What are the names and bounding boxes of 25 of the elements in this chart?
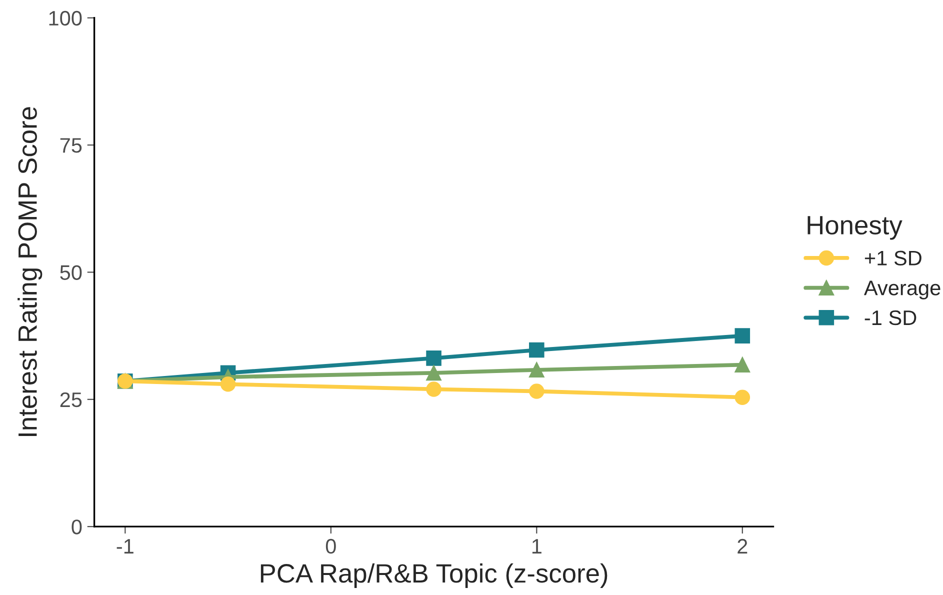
point	[734, 390, 750, 405]
point	[529, 362, 544, 378]
y-tick-label: 0	[72, 520, 82, 534]
point	[426, 365, 442, 381]
y-tick-label: 75	[60, 138, 82, 153]
x-tick-label: 0	[326, 538, 336, 554]
legend-label: +1 SD	[864, 250, 922, 266]
legend-title: Honesty	[808, 216, 902, 240]
x-axis-title: PCA Rap/R&B Topic (z-score)	[260, 563, 608, 588]
legend-label: Average	[864, 280, 940, 300]
x-tick-label: 1	[532, 539, 542, 554]
point	[426, 350, 442, 366]
point	[529, 342, 544, 358]
legend-label: -1 SD	[864, 310, 916, 326]
point	[426, 382, 442, 397]
point	[734, 328, 750, 344]
y-tick-label: 25	[60, 392, 82, 408]
y-tick-label: 50	[60, 265, 82, 280]
y-axis-title: Interest Rating POMP Score	[18, 107, 42, 436]
y-tick-label: 100	[49, 10, 82, 26]
point	[529, 384, 544, 399]
x-tick-label: 2	[738, 538, 748, 554]
point	[220, 376, 236, 392]
point	[734, 357, 750, 372]
x-tick-label: -1	[116, 539, 134, 554]
